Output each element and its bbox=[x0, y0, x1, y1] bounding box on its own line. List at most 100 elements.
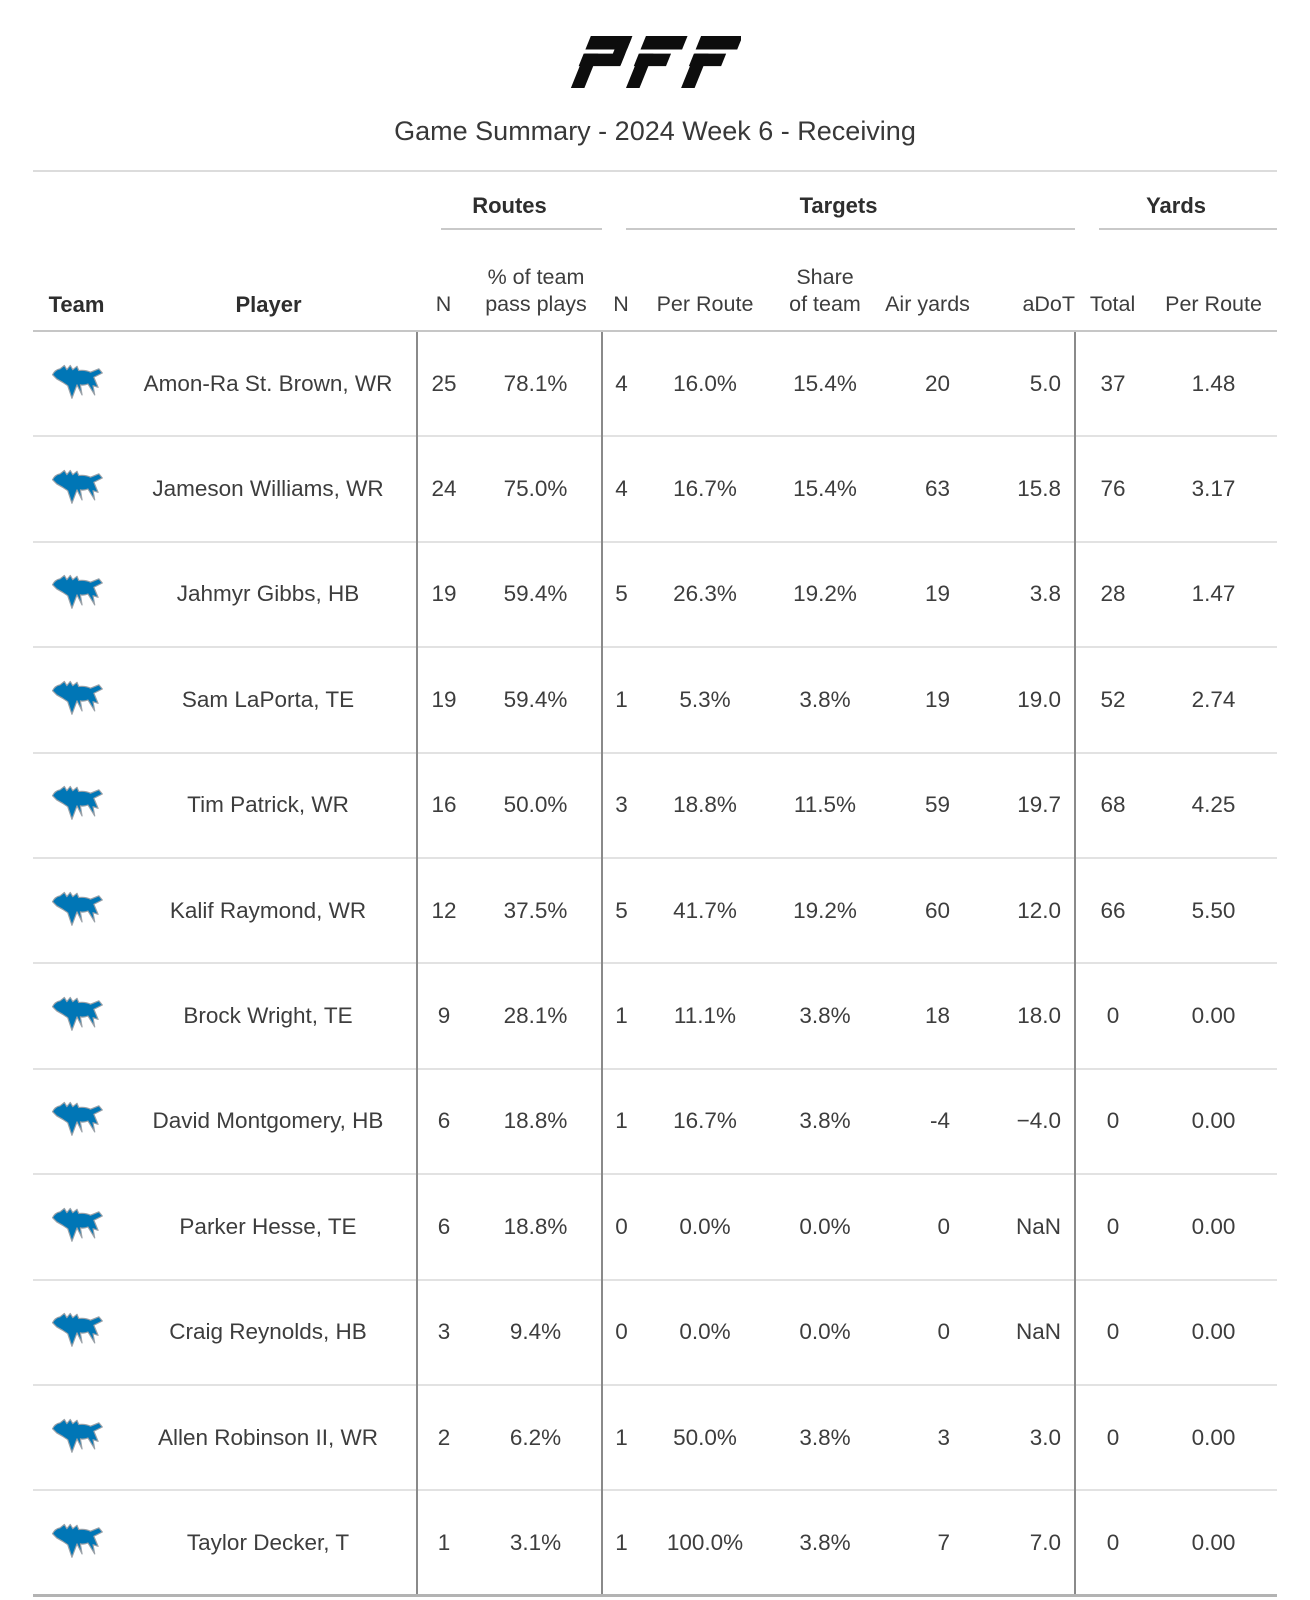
yards-per-route-value: 0.00 bbox=[1191, 1108, 1236, 1134]
targets-per-route-value: 16.7% bbox=[673, 1108, 737, 1134]
team-cell bbox=[33, 1069, 120, 1174]
table-row: Jameson Williams, WR 24 75.0% 4 16.7% 15… bbox=[33, 436, 1278, 542]
targets-per-route-value: 18.8% bbox=[673, 792, 737, 818]
targets-n-value: 4 bbox=[601, 331, 640, 437]
air-yards-value: 19 bbox=[924, 581, 950, 607]
routes-n-value: 2 bbox=[416, 1384, 470, 1491]
air-yards-value: 19 bbox=[924, 686, 950, 712]
targets-per-route-value: 11.1% bbox=[673, 1003, 737, 1029]
targets-per-route-value: 0.0% bbox=[679, 1319, 731, 1345]
targets-per-route-value: 100.0% bbox=[666, 1529, 744, 1555]
adot-value: 3.8 bbox=[1029, 581, 1062, 607]
share-of-team-value: 0.0% bbox=[799, 1319, 851, 1345]
detroit-lions-logo-icon bbox=[51, 1523, 103, 1558]
group-targets: Targets bbox=[602, 170, 1076, 230]
routes-n-value: 9 bbox=[416, 963, 470, 1069]
targets-n-value: 0 bbox=[601, 1279, 640, 1385]
routes-pct-value: 18.8% bbox=[503, 1108, 568, 1134]
routes-pct-value: 9.4% bbox=[509, 1319, 562, 1345]
group-routes-rule bbox=[441, 228, 602, 230]
targets-per-route-value: 26.3% bbox=[673, 581, 737, 607]
targets-per-route-value: 16.7% bbox=[673, 476, 737, 502]
table-row: Amon-Ra St. Brown, WR 25 78.1% 4 16.0% 1… bbox=[33, 331, 1278, 437]
yards-total-value: 0 bbox=[1074, 1384, 1151, 1491]
adot-value: NaN bbox=[1016, 1213, 1062, 1239]
detroit-lions-logo-icon bbox=[51, 364, 103, 399]
yards-per-route-value: 3.17 bbox=[1191, 476, 1236, 502]
targets-n-value: 1 bbox=[601, 647, 640, 753]
yards-per-route-value: 0.00 bbox=[1191, 1319, 1236, 1345]
yards-total-value: 0 bbox=[1074, 1279, 1151, 1385]
col-header-yards-total: Total bbox=[1075, 230, 1151, 332]
yards-total-value: 0 bbox=[1074, 1490, 1151, 1596]
share-of-team-value: 11.5% bbox=[793, 792, 857, 818]
table-row: Tim Patrick, WR 16 50.0% 3 18.8% 11.5% 5… bbox=[33, 752, 1278, 858]
yards-per-route-value: 4.25 bbox=[1191, 792, 1236, 818]
col-header-player: Player bbox=[120, 230, 417, 332]
player-name: Brock Wright, TE bbox=[183, 1003, 353, 1029]
adot-value: 5.0 bbox=[1029, 370, 1062, 396]
routes-pct-value: 28.1% bbox=[503, 1003, 568, 1029]
player-name: Jameson Williams, WR bbox=[152, 476, 384, 502]
player-name: Taylor Decker, T bbox=[186, 1529, 350, 1555]
air-yards-value: 7 bbox=[937, 1529, 950, 1555]
targets-n-value: 5 bbox=[601, 541, 640, 648]
targets-n-value: 1 bbox=[601, 1068, 640, 1175]
routes-pct-value: 37.5% bbox=[503, 897, 568, 923]
yards-per-route-value: 2.74 bbox=[1191, 686, 1236, 712]
routes-n-value: 19 bbox=[416, 541, 470, 648]
team-cell bbox=[33, 647, 120, 752]
air-yards-value: -4 bbox=[929, 1108, 950, 1134]
targets-n-value: 0 bbox=[601, 1174, 640, 1280]
detroit-lions-logo-icon bbox=[51, 786, 103, 821]
routes-pct-value: 59.4% bbox=[503, 581, 568, 607]
yards-per-route-value: 0.00 bbox=[1191, 1529, 1236, 1555]
yards-per-route-value: 0.00 bbox=[1191, 1424, 1236, 1450]
routes-n-value: 6 bbox=[416, 1068, 470, 1175]
air-yards-value: 20 bbox=[924, 370, 950, 396]
table-row: Allen Robinson II, WR 2 6.2% 1 50.0% 3.8… bbox=[33, 1384, 1278, 1491]
routes-n-value: 6 bbox=[416, 1174, 470, 1280]
share-of-team-value: 3.8% bbox=[799, 1529, 851, 1555]
air-yards-value: 0 bbox=[937, 1319, 950, 1345]
group-routes-label: Routes bbox=[472, 193, 547, 218]
yards-total-value: 37 bbox=[1074, 331, 1151, 437]
air-yards-value: 59 bbox=[924, 792, 950, 818]
adot-value: 19.0 bbox=[1017, 686, 1062, 712]
yards-per-route-value: 1.48 bbox=[1191, 370, 1236, 396]
table-row: Sam LaPorta, TE 19 59.4% 1 5.3% 3.8% 19 … bbox=[33, 647, 1278, 753]
share-of-team-value: 19.2% bbox=[793, 897, 857, 923]
detroit-lions-logo-icon bbox=[51, 1207, 103, 1242]
share-of-team-value: 3.8% bbox=[799, 1424, 851, 1450]
detroit-lions-logo-icon bbox=[51, 1102, 103, 1137]
adot-value: 12.0 bbox=[1017, 897, 1062, 923]
routes-n-value: 12 bbox=[416, 857, 470, 964]
column-header-row: Team Player N % of team pass plays N Per … bbox=[33, 230, 1278, 332]
yards-total-value: 76 bbox=[1074, 436, 1151, 542]
table-row: Brock Wright, TE 9 28.1% 1 11.1% 3.8% 18… bbox=[33, 963, 1278, 1069]
targets-per-route-value: 0.0% bbox=[679, 1213, 731, 1239]
targets-n-value: 1 bbox=[601, 1490, 640, 1596]
team-cell bbox=[33, 542, 120, 647]
yards-per-route-value: 0.00 bbox=[1191, 1213, 1236, 1239]
player-name: Sam LaPorta, TE bbox=[181, 686, 355, 712]
team-cell bbox=[33, 1280, 120, 1385]
targets-per-route-value: 16.0% bbox=[673, 370, 737, 396]
targets-n-value: 4 bbox=[601, 436, 640, 542]
player-name: Amon-Ra St. Brown, WR bbox=[143, 370, 393, 396]
targets-per-route-value: 5.3% bbox=[679, 686, 731, 712]
yards-total-value: 28 bbox=[1074, 541, 1151, 648]
team-cell bbox=[33, 753, 120, 858]
group-targets-rule bbox=[626, 228, 1076, 230]
team-cell bbox=[33, 436, 120, 541]
table-row: Jahmyr Gibbs, HB 19 59.4% 5 26.3% 19.2% … bbox=[33, 541, 1278, 648]
team-cell bbox=[33, 1385, 120, 1490]
player-name: Tim Patrick, WR bbox=[187, 792, 349, 818]
adot-value: 18.0 bbox=[1017, 1003, 1062, 1029]
col-header-adot: aDoT bbox=[975, 230, 1076, 332]
player-name: David Montgomery, HB bbox=[152, 1108, 384, 1134]
adot-value: 7.0 bbox=[1029, 1529, 1062, 1555]
team-cell bbox=[33, 858, 120, 963]
adot-value: 19.7 bbox=[1017, 792, 1062, 818]
